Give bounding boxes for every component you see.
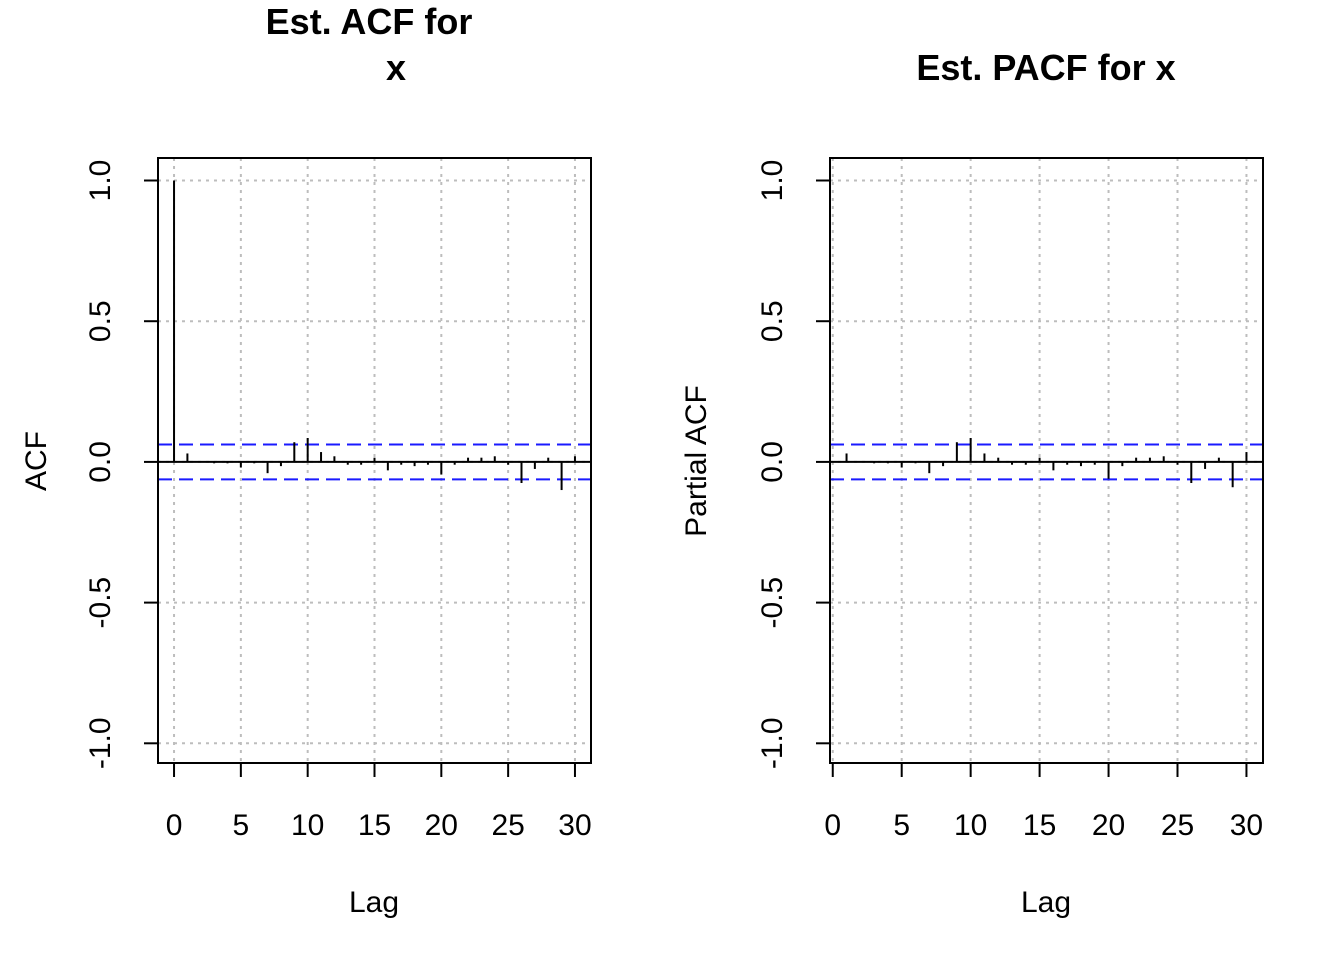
acf-panel: 0 5 10 15 20 25 30 -1.0 -0.5 0.0 0.5 1.0 Est. ACF … (20, 1, 592, 919)
acf-x-tick-label-30: 30 (558, 809, 591, 842)
pacf-panel: 0 5 10 15 20 25 30 -1.0 -0.5 0.0 0.5 1.0 Est. PACF… (680, 47, 1264, 919)
pacf-y-axis-label: Partial ACF (680, 385, 713, 537)
acf-x-axis-label: Lag (349, 886, 399, 919)
pacf-y-tick-label-3: 0.5 (756, 300, 789, 342)
acf-x-tick-label-10: 10 (291, 809, 324, 842)
acf-x-axis: 0 5 10 15 20 25 30 (166, 762, 592, 842)
pacf-grid (830, 158, 1263, 763)
pacf-x-tick-label-5: 5 (893, 809, 910, 842)
pacf-x-axis-label: Lag (1021, 886, 1071, 919)
pacf-x-tick-label-15: 15 (1023, 809, 1056, 842)
pacf-y-tick-label-1: -0.5 (756, 577, 789, 629)
pacf-title: Est. PACF for x (916, 47, 1175, 88)
acf-title-line-1: Est. ACF for (266, 1, 473, 42)
pacf-x-tick-label-0: 0 (824, 809, 841, 842)
acf-x-tick-label-5: 5 (233, 809, 250, 842)
pacf-spikes (845, 437, 1248, 488)
pacf-x-tick-label-20: 20 (1092, 809, 1125, 842)
pacf-plot-frame (829, 157, 1264, 764)
acf-ci-lines (158, 443, 591, 481)
pacf-y-axis: -1.0 -0.5 0.0 0.5 1.0 (756, 160, 831, 769)
pacf-y-tick-label-4: 1.0 (756, 160, 789, 202)
acf-y-tick-label-3: 0.5 (84, 300, 117, 342)
acf-x-tick-label-15: 15 (358, 809, 391, 842)
pacf-y-tick-label-0: -1.0 (756, 717, 789, 769)
acf-title-line-2: x (386, 47, 406, 88)
acf-spikes (173, 180, 576, 491)
pacf-x-axis: 0 5 10 15 20 25 30 (824, 762, 1263, 842)
pacf-x-tick-label-25: 25 (1161, 809, 1194, 842)
pacf-y-tick-label-2: 0.0 (756, 441, 789, 483)
acf-y-axis-label: ACF (20, 431, 53, 491)
acf-x-tick-label-25: 25 (491, 809, 524, 842)
pacf-x-tick-label-30: 30 (1230, 809, 1263, 842)
acf-x-tick-label-0: 0 (166, 809, 183, 842)
acf-y-tick-label-0: -1.0 (84, 717, 117, 769)
acf-x-tick-label-20: 20 (425, 809, 458, 842)
acf-y-axis: -1.0 -0.5 0.0 0.5 1.0 (84, 160, 159, 769)
acf-y-tick-label-4: 1.0 (84, 160, 117, 202)
pacf-x-tick-label-10: 10 (954, 809, 987, 842)
acf-y-tick-label-2: 0.0 (84, 441, 117, 483)
acf-y-tick-label-1: -0.5 (84, 577, 117, 629)
